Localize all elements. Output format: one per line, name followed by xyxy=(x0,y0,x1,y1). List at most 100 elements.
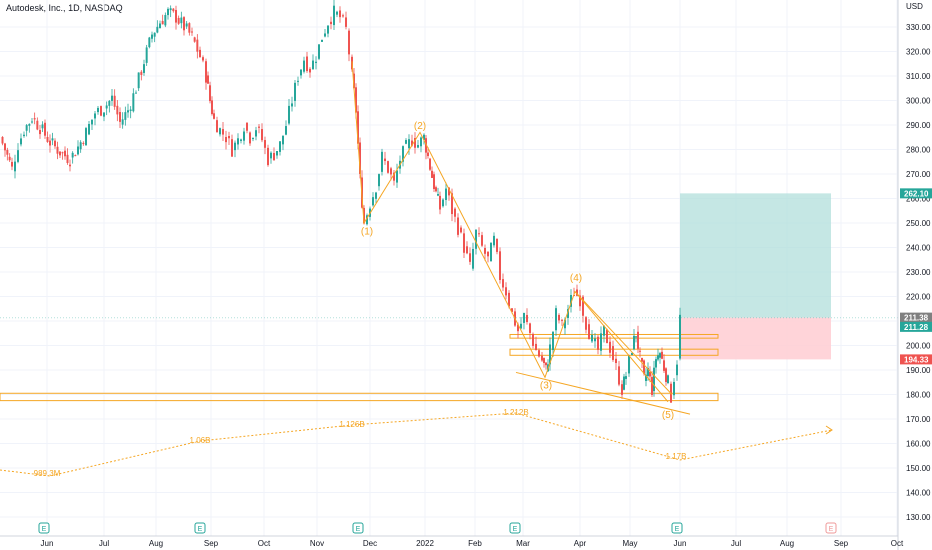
candle-body xyxy=(448,187,450,196)
candle-body xyxy=(132,93,135,112)
time-tick-label: Oct xyxy=(258,539,271,548)
earnings-badge xyxy=(509,522,521,534)
earnings-marker: E xyxy=(38,522,50,534)
candle-body xyxy=(439,195,441,210)
candle-body xyxy=(543,358,545,363)
candle-body xyxy=(490,242,492,262)
candle-body xyxy=(202,57,204,61)
candle-body xyxy=(143,64,145,73)
candle-body xyxy=(381,151,383,172)
candle-body xyxy=(431,170,433,178)
candle-body xyxy=(294,82,296,101)
candle-body xyxy=(375,192,377,199)
candle-body xyxy=(185,23,188,27)
candle-body xyxy=(216,120,218,133)
candle-body xyxy=(17,150,19,162)
time-tick-label: Oct xyxy=(891,539,904,548)
volume-label: 1.212B xyxy=(503,408,528,417)
earnings-marker: E xyxy=(194,522,206,534)
candle-body xyxy=(355,87,357,113)
price-tag-text: 262.10 xyxy=(904,189,929,198)
candle-body xyxy=(390,168,392,175)
candle-body xyxy=(315,61,317,63)
price-tick-label: 140.00 xyxy=(906,489,931,498)
candle-body xyxy=(393,172,395,181)
candle-body xyxy=(312,60,314,70)
candle-body xyxy=(420,137,422,147)
candle-body xyxy=(618,366,620,385)
candle-body xyxy=(119,112,121,122)
candle-body xyxy=(288,105,290,124)
candle-body xyxy=(387,161,389,173)
candle-body xyxy=(487,251,489,257)
candle-body xyxy=(54,140,56,147)
earnings-letter: E xyxy=(356,526,361,533)
time-axis[interactable]: Jun Jul Aug Sep Oct Nov Dec 2022 Feb Mar Apr May Jun… xyxy=(0,535,904,548)
earnings-letter: E xyxy=(675,526,680,533)
candle-body xyxy=(641,357,643,362)
candle-body xyxy=(460,227,462,233)
price-tag-target: 262.10 xyxy=(900,188,932,199)
candle-body xyxy=(645,374,647,381)
earnings-marker: E xyxy=(825,522,837,534)
candle-body xyxy=(520,323,522,329)
candle-body xyxy=(606,329,608,344)
wave-label: (4) xyxy=(570,273,582,284)
candle-body xyxy=(77,146,79,155)
candle-body xyxy=(643,360,645,374)
earnings-badge xyxy=(825,522,837,534)
sr-zone-support xyxy=(0,392,719,402)
candle-body xyxy=(657,355,659,360)
candle-body xyxy=(623,376,625,390)
earnings-badge xyxy=(352,522,364,534)
volume-label: 1.126B xyxy=(339,420,364,429)
candle-body xyxy=(199,49,201,58)
candle-body xyxy=(333,5,335,26)
price-tag-bg xyxy=(900,312,932,323)
price-tick-label: 330.00 xyxy=(906,23,931,32)
candle-body xyxy=(306,56,308,72)
candle-body xyxy=(469,253,471,262)
candle-body xyxy=(478,233,480,235)
price-tick-label: 260.00 xyxy=(906,195,931,204)
candle-body xyxy=(151,34,153,39)
candle-body xyxy=(4,143,6,151)
candle-body xyxy=(261,129,263,141)
candle-body xyxy=(64,150,66,157)
candle-body xyxy=(211,100,213,115)
candle-body xyxy=(91,119,93,125)
earnings-badge xyxy=(194,522,206,534)
candle-body xyxy=(330,21,332,25)
candle-body xyxy=(8,156,11,161)
candle-body xyxy=(597,336,599,350)
candle-body xyxy=(667,375,669,384)
time-tick-label: Jun xyxy=(41,539,54,548)
candle-body xyxy=(276,151,278,156)
price-axis[interactable]: 130.00 140.00 150.00 160.00 170.00 180.00 190.… xyxy=(897,0,932,550)
candle-body xyxy=(82,142,85,144)
candle-body xyxy=(633,335,635,350)
candle-body xyxy=(188,23,191,33)
candle-body xyxy=(31,121,33,123)
time-tick-label: 2022 xyxy=(416,539,434,548)
candle-body xyxy=(222,129,224,135)
volume-label: 989.3M xyxy=(34,469,61,478)
candle-body xyxy=(167,8,169,16)
candle-body xyxy=(88,123,90,135)
candle-body xyxy=(655,359,657,368)
candle-body xyxy=(463,233,465,253)
candle-body xyxy=(156,26,159,33)
candle-body xyxy=(649,371,651,377)
candle-body xyxy=(100,106,102,116)
candle-body xyxy=(103,112,105,117)
earnings-marker: E xyxy=(509,522,521,534)
candle-body xyxy=(408,139,410,149)
wave-label: (2) xyxy=(414,121,426,132)
candle-body xyxy=(246,122,248,131)
candle-body xyxy=(336,11,338,15)
candle-body xyxy=(135,92,137,94)
time-tick-label: Aug xyxy=(149,539,163,548)
candle-body xyxy=(11,161,13,167)
